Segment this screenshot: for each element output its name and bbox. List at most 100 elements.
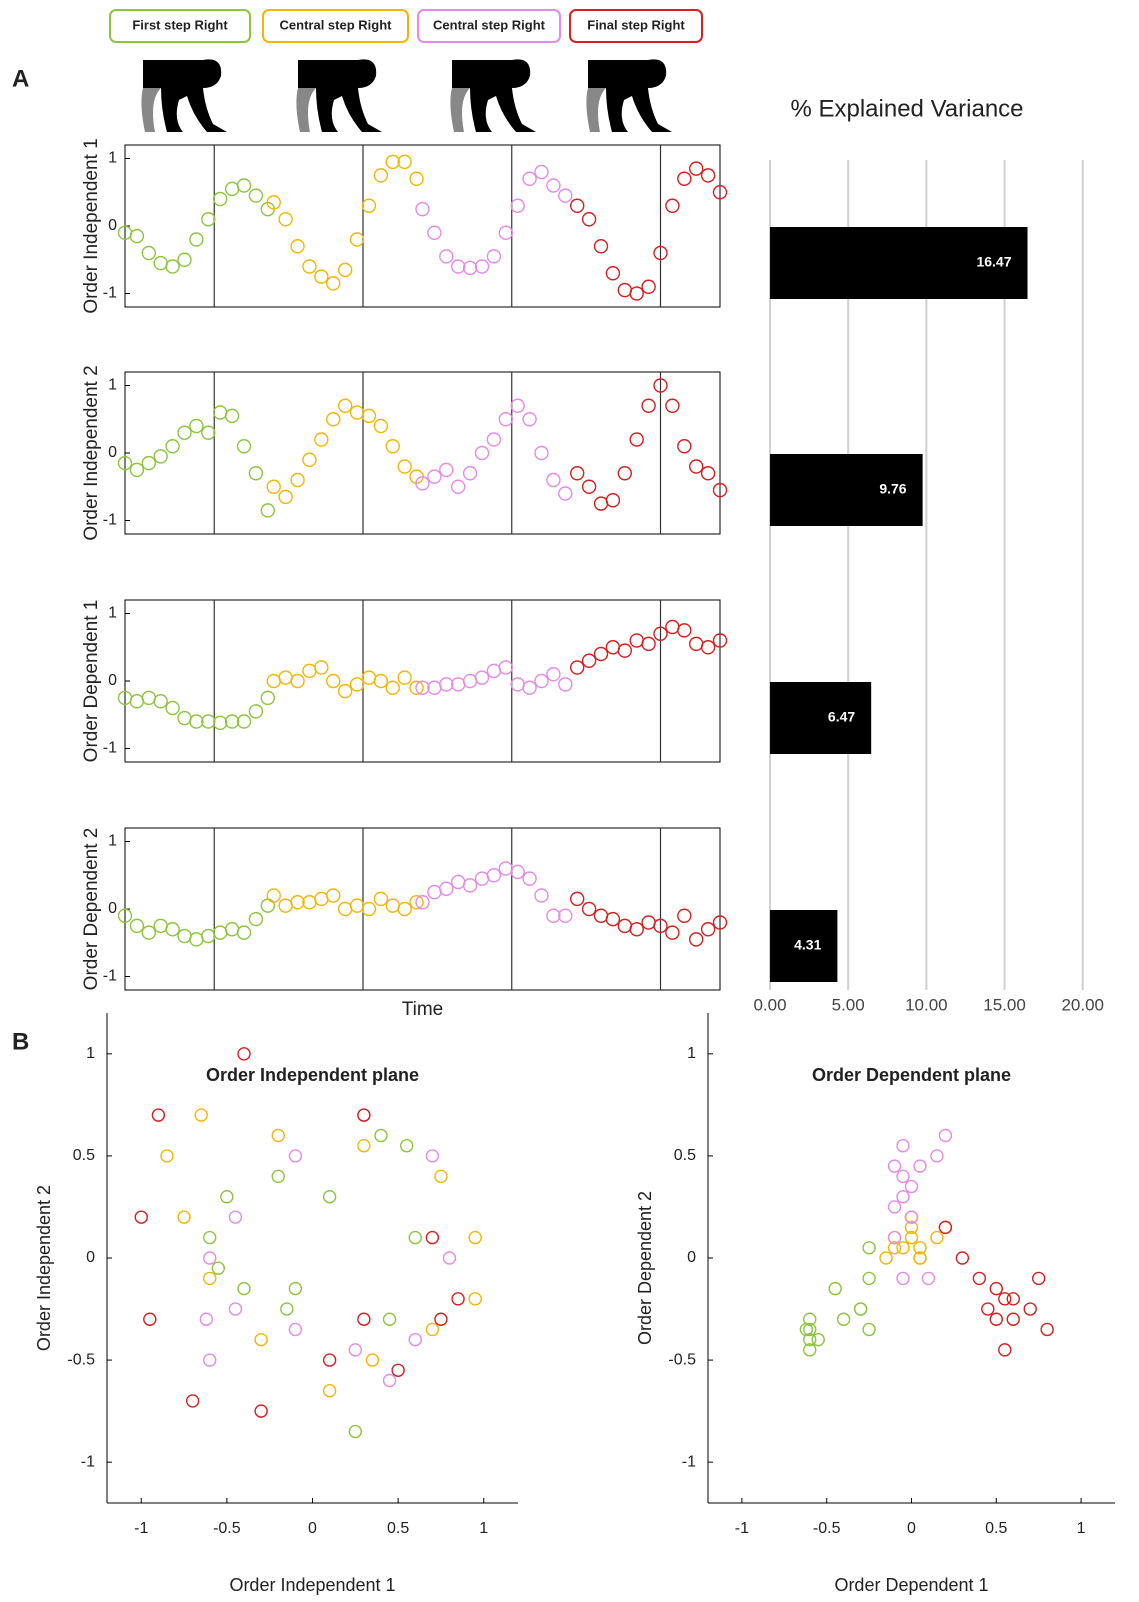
plane-point: [408, 1332, 422, 1347]
trajectory-point: [212, 405, 228, 420]
monkey-icon: [141, 59, 227, 133]
trajectory-point: [278, 212, 293, 227]
trajectory-point: [641, 279, 656, 294]
trajectory-point: [260, 690, 275, 706]
trajectory-point: [278, 670, 293, 685]
trajectory-point: [462, 673, 478, 689]
trajectory-point: [558, 677, 573, 692]
plane-point: [981, 1302, 995, 1316]
plane-point: [185, 1394, 200, 1408]
plane-point: [357, 1108, 371, 1122]
trajectory-point: [498, 412, 513, 427]
plane-point: [228, 1302, 243, 1316]
trajectory-point: [349, 677, 365, 692]
trajectory-point: [290, 239, 305, 254]
trajectory-point: [361, 670, 377, 685]
y-tick-label: 0: [108, 444, 117, 461]
trajectory-point: [326, 276, 341, 291]
trajectory-point: [349, 405, 365, 420]
y-tick-label: -1: [103, 512, 117, 529]
trajectory-point: [677, 439, 692, 454]
trajectory-point: [117, 908, 133, 923]
plane-point: [904, 1210, 919, 1224]
plane-point: [862, 1271, 876, 1286]
trajectory-point: [451, 874, 466, 890]
trajectory-point: [427, 469, 442, 484]
plane-point: [896, 1190, 910, 1204]
plane-point: [989, 1281, 1003, 1296]
trajectory-point: [617, 643, 632, 658]
plane-point: [288, 1281, 303, 1296]
trajectory-point: [653, 918, 668, 934]
plane-point: [391, 1363, 405, 1377]
bar-value-label: 16.47: [976, 254, 1011, 270]
trajectory-point: [451, 479, 466, 494]
monkey-icon: [296, 59, 382, 133]
plane-point: [862, 1241, 876, 1255]
trajectory-point: [474, 259, 490, 274]
x-tick-label: 1: [479, 1520, 488, 1537]
trajectory-point: [397, 670, 412, 685]
trajectory-point: [700, 466, 716, 481]
trajectory-point: [201, 425, 216, 440]
trajectory-point: [290, 673, 305, 689]
trajectory-point: [415, 201, 430, 217]
trajectory-point: [510, 864, 525, 880]
trajectory-point: [141, 455, 157, 471]
trajectory-point: [248, 911, 264, 927]
trajectory-point: [201, 714, 216, 729]
bar: [770, 454, 923, 526]
trajectory-point: [302, 452, 317, 467]
plane-point: [1006, 1312, 1020, 1326]
plane-point: [904, 1220, 919, 1235]
trajectory-point: [510, 677, 525, 692]
plane-point: [913, 1241, 927, 1255]
trajectory-point: [248, 188, 264, 203]
trajectory-point: [629, 633, 644, 648]
plane-point: [1040, 1322, 1054, 1337]
trajectory-point: [510, 398, 525, 413]
trajectory-point: [629, 922, 644, 937]
trajectory-point: [314, 269, 329, 284]
trajectory-point: [570, 660, 585, 675]
plane-point: [998, 1343, 1012, 1357]
trajectory-point: [153, 449, 168, 464]
x-tick-label: -1: [134, 1520, 148, 1537]
plane-point: [203, 1251, 217, 1265]
y-tick-label: 0: [687, 1249, 696, 1266]
legend-box: [109, 9, 251, 43]
plane-point: [1023, 1302, 1037, 1316]
monkey-icon: [450, 59, 536, 133]
trajectory-point: [570, 891, 585, 907]
trajectory-point: [212, 925, 228, 940]
trajectory-point: [409, 895, 424, 910]
plane-point: [199, 1312, 214, 1326]
y-axis-label: Order Independent 2: [34, 1185, 54, 1351]
trajectory-point: [415, 476, 430, 491]
plane-point: [930, 1149, 944, 1163]
trajectory-point: [337, 262, 353, 278]
x-tick-label: 0.5: [387, 1520, 409, 1537]
trajectory-point: [534, 164, 549, 180]
chart-title: Order Dependent plane: [812, 1065, 1011, 1085]
trajectory-point: [290, 472, 305, 488]
trajectory-point: [141, 245, 157, 261]
trajectory-point: [177, 710, 192, 726]
trajectory-point: [278, 489, 293, 505]
chart-title: Order Independent plane: [206, 1065, 419, 1085]
trajectory-point: [546, 908, 561, 923]
trajectory-point: [712, 633, 728, 648]
x-axis-label: Time: [402, 999, 444, 1020]
trajectory-point: [581, 479, 597, 494]
plane-point: [1006, 1292, 1020, 1306]
trajectory-point: [201, 212, 216, 227]
trajectory-point: [224, 714, 240, 729]
trajectory-point: [462, 878, 478, 893]
y-tick-label: 1: [86, 1045, 95, 1062]
trajectory-point: [498, 861, 513, 876]
trajectory-point: [570, 198, 585, 213]
plane-point: [896, 1139, 910, 1153]
plane-point: [998, 1292, 1012, 1306]
trajectory-point: [141, 925, 157, 940]
trajectory-point: [337, 901, 353, 917]
